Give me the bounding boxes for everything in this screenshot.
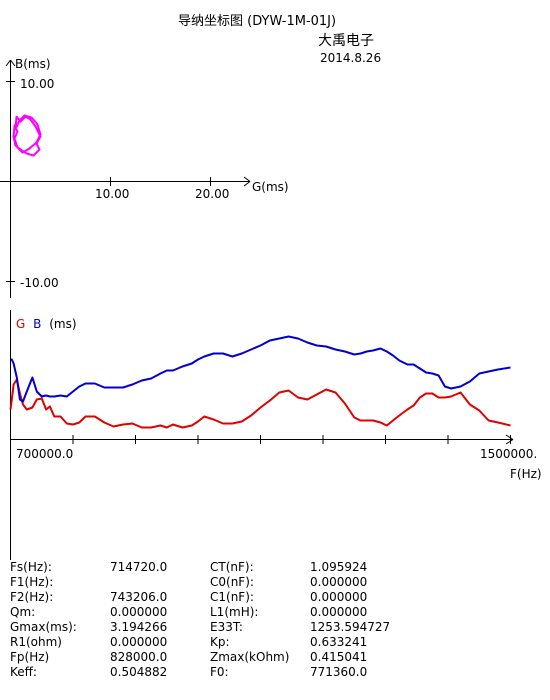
param-label: Fp(Hz): [10, 650, 50, 664]
admittance-point: [36, 123, 39, 126]
gb-axis-label: G B (ms): [16, 317, 77, 331]
param-value: 0.633241: [310, 635, 368, 649]
parameter-table: Fs(Hz): 714720.0 CT(nF): 1.095924 F1(Hz): C0…: [10, 560, 550, 680]
param-label: Zmax(kOhm): [210, 650, 290, 664]
param-row: Fp(Hz) 828000.0 Zmax(kOhm) 0.415041: [10, 650, 550, 665]
f-tick-label-end: 1500000.: [480, 447, 537, 461]
admittance-point: [13, 137, 16, 140]
param-label: Fs(Hz):: [10, 560, 52, 574]
admittance-point: [24, 115, 27, 118]
series-line-b: [10, 335, 511, 403]
param-row: Fs(Hz): 714720.0 CT(nF): 1.095924: [10, 560, 550, 575]
admittance-point: [12, 135, 15, 138]
param-label: L1(mH):: [210, 605, 259, 619]
param-label: CT(nF):: [210, 560, 254, 574]
frequency-sweep-chart: G B (ms) 700000.0 1500000. F(Hz): [9, 310, 542, 560]
series-line-g: [9, 378, 511, 429]
g-tick-label-20: 20.00: [195, 187, 229, 201]
param-row: F2(Hz): 743206.0 C1(nF): 0.000000: [10, 590, 550, 605]
admittance-point: [32, 154, 35, 157]
admittance-point: [38, 148, 41, 151]
chart-title: 导纳坐标图 (DYW-1M-01J): [178, 14, 337, 29]
param-value: 771360.0: [310, 665, 368, 679]
admittance-point: [39, 133, 42, 136]
param-label: Kp:: [210, 635, 230, 649]
g-axis-arrow: [243, 176, 251, 182]
report-date: 2014.8.26: [320, 51, 382, 65]
param-label: C0(nF):: [210, 575, 254, 589]
admittance-point: [30, 116, 33, 119]
admittance-loop-series: [12, 114, 42, 157]
b-tick-label-neg10: -10.00: [20, 276, 59, 290]
param-value: 0.000000: [310, 590, 368, 604]
admittance-chart: B(ms) G(ms) 10.00 20.00 10.00 -10.00: [0, 57, 289, 298]
f-axis-label: F(Hz): [510, 467, 542, 481]
admittance-point: [35, 141, 38, 144]
param-label: Qm:: [10, 605, 36, 619]
admittance-point: [16, 130, 19, 133]
param-row: Qm: 0.000000 L1(mH): 0.000000: [10, 605, 550, 620]
admittance-point: [23, 114, 26, 117]
f-tick-label-start: 700000.0: [16, 447, 73, 461]
param-value: 743206.0: [110, 590, 168, 604]
g-series-label: G: [16, 317, 25, 331]
param-row: R1(ohm) 0.000000 Kp: 0.633241: [10, 635, 550, 650]
admittance-point: [19, 148, 22, 151]
b-axis-arrow: [5, 59, 11, 67]
param-value: 0.000000: [310, 605, 368, 619]
admittance-point: [25, 152, 28, 155]
param-label: F1(Hz):: [10, 575, 54, 589]
admittance-point: [29, 118, 32, 121]
param-value: 0.415041: [310, 650, 368, 664]
param-row: Gmax(ms): 3.194266 E33T: 1253.594727: [10, 620, 550, 635]
unit-label: (ms): [49, 317, 76, 331]
param-label: F2(Hz):: [10, 590, 54, 604]
admittance-point: [28, 147, 31, 150]
param-value: 828000.0: [110, 650, 168, 664]
param-row: F1(Hz): C0(nF): 0.000000: [10, 575, 550, 590]
admittance-point: [34, 125, 37, 128]
param-label: R1(ohm): [10, 635, 62, 649]
g-axis-arrow-lower: [243, 181, 251, 187]
param-value: 0.504882: [110, 665, 168, 679]
f-axis-arrow: [505, 434, 514, 440]
param-value: 0.000000: [110, 605, 168, 619]
param-label: Keff:: [10, 665, 37, 679]
b-series-label: B: [33, 317, 41, 331]
admittance-point: [15, 115, 18, 118]
param-value: 1.095924: [310, 560, 368, 574]
param-label: Gmax(ms):: [10, 620, 77, 634]
param-row: Keff: 0.504882 F0: 771360.0: [10, 665, 550, 680]
param-label: F0:: [210, 665, 229, 679]
b-tick-label-10: 10.00: [20, 77, 54, 91]
param-label: E33T:: [210, 620, 243, 634]
admittance-point: [19, 120, 22, 123]
b-axis-arrow-right: [10, 59, 16, 67]
param-value: 714720.0: [110, 560, 168, 574]
g-axis-label: G(ms): [252, 180, 289, 194]
b-axis-label: B(ms): [15, 57, 51, 71]
g-tick-label-10: 10.00: [95, 187, 129, 201]
admittance-point: [14, 144, 17, 147]
param-value: 3.194266: [110, 620, 168, 634]
param-value: 0.000000: [310, 575, 368, 589]
admittance-point: [39, 135, 42, 138]
param-value: 1253.594727: [310, 620, 391, 634]
admittance-point: [21, 151, 24, 154]
admittance-point: [13, 125, 16, 128]
admittance-point: [16, 146, 19, 149]
f-axis-arrow-lower: [505, 439, 514, 445]
param-label: C1(nF):: [210, 590, 254, 604]
admittance-point: [14, 128, 17, 131]
param-value: 0.000000: [110, 635, 168, 649]
company-name: 大禹电子: [318, 33, 374, 49]
admittance-point: [18, 119, 21, 122]
